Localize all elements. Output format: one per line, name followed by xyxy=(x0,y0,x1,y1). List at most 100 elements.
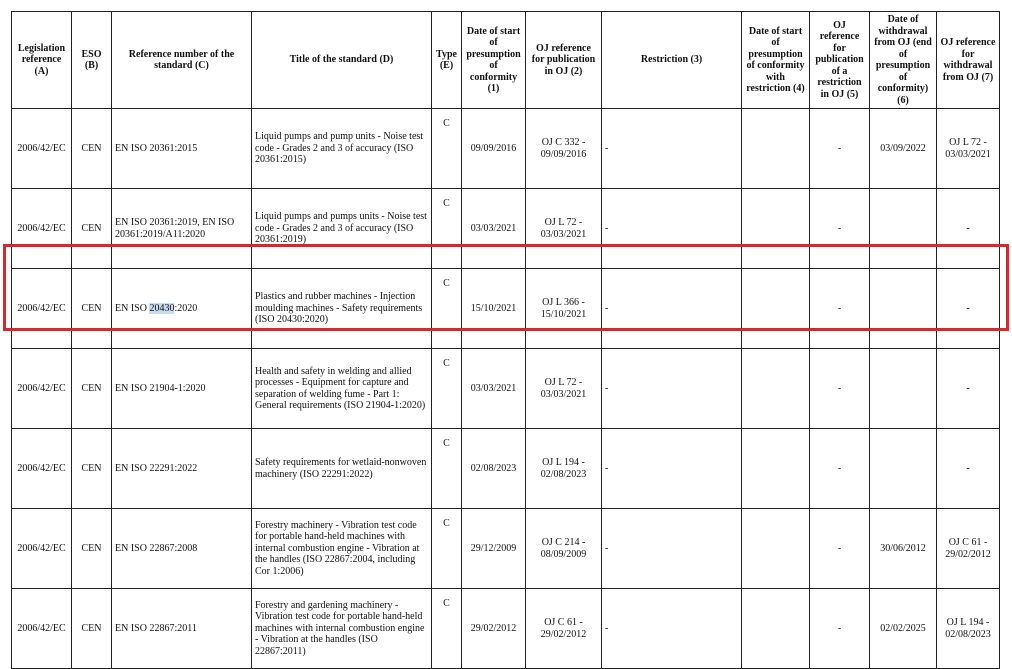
cell-eso: CEN xyxy=(71,428,112,509)
cell-date: 03/03/2021 xyxy=(461,348,526,429)
cell-restr: - xyxy=(601,268,742,349)
column-header: Reference number of the standard (C) xyxy=(111,11,252,109)
column-header: Title of the standard (D) xyxy=(251,11,432,109)
cell-ref: EN ISO 22867:2011 xyxy=(111,588,252,669)
column-header: OJ reference for withdrawal from OJ (7) xyxy=(936,11,1000,109)
cell-eso: CEN xyxy=(71,188,112,269)
cell-oj5: - xyxy=(809,428,870,509)
cell-restr: - xyxy=(601,428,742,509)
cell-leg: 2006/42/EC xyxy=(11,588,72,669)
cell-date: 03/03/2021 xyxy=(461,188,526,269)
column-header: Date of start of presumption of conformi… xyxy=(741,11,810,109)
cell-eso: CEN xyxy=(71,588,112,669)
cell-title: Safety requirements for wetlaid-nonwoven… xyxy=(251,428,432,509)
cell-oj: OJ L 366 - 15/10/2021 xyxy=(525,268,602,349)
cell-type: C xyxy=(431,588,462,669)
column-header: Restriction (3) xyxy=(601,11,742,109)
cell-date: 15/10/2021 xyxy=(461,268,526,349)
cell-ref: EN ISO 22291:2022 xyxy=(111,428,252,509)
cell-oj5: - xyxy=(809,348,870,429)
cell-leg: 2006/42/EC xyxy=(11,348,72,429)
cell-type: C xyxy=(431,348,462,429)
cell-d4 xyxy=(741,108,810,189)
harmonised-standards-table: Legislation reference (A) ESO (B) Referenc… xyxy=(11,11,1000,669)
highlighted-text: 20430 xyxy=(149,302,175,314)
cell-oj5: - xyxy=(809,268,870,349)
cell-oj7: OJ L 72 - 03/03/2021 xyxy=(936,108,1000,189)
cell-leg: 2006/42/EC xyxy=(11,108,72,189)
column-header: Legislation reference (A) xyxy=(11,11,72,109)
cell-oj: OJ C 214 - 08/09/2009 xyxy=(525,508,602,589)
cell-d4 xyxy=(741,268,810,349)
cell-ref: EN ISO 20361:2019, EN ISO 20361:2019/A11… xyxy=(111,188,252,269)
column-header: OJ reference for publication of a restri… xyxy=(809,11,870,109)
ref-text: :2020 xyxy=(174,302,198,314)
cell-oj: OJ L 194 - 02/08/2023 xyxy=(525,428,602,509)
cell-type: C xyxy=(431,508,462,589)
cell-oj: OJ C 332 - 09/09/2016 xyxy=(525,108,602,189)
cell-type: C xyxy=(431,108,462,189)
cell-oj7: - xyxy=(936,428,1000,509)
cell-d4 xyxy=(741,588,810,669)
cell-d6: 30/06/2012 xyxy=(869,508,937,589)
header-row: Legislation reference (A) ESO (B) Referenc… xyxy=(11,11,1000,109)
cell-type: C xyxy=(431,428,462,509)
cell-date: 02/08/2023 xyxy=(461,428,526,509)
cell-date: 29/12/2009 xyxy=(461,508,526,589)
cell-oj5: - xyxy=(809,108,870,189)
cell-title: Forestry and gardening machinery - Vibra… xyxy=(251,588,432,669)
cell-ref: EN ISO 22867:2008 xyxy=(111,508,252,589)
cell-restr: - xyxy=(601,588,742,669)
cell-oj5: - xyxy=(809,588,870,669)
cell-ref: EN ISO 20430:2020 xyxy=(111,268,252,349)
table-row: 2006/42/EC CEN EN ISO 20430:2020 Plastics a… xyxy=(11,268,1000,349)
table-row: 2006/42/EC CEN EN ISO 22291:2022 Safety req… xyxy=(11,428,1000,509)
cell-oj7: - xyxy=(936,348,1000,429)
cell-d4 xyxy=(741,188,810,269)
table-row: 2006/42/EC CEN EN ISO 20361:2019, EN ISO 2… xyxy=(11,188,1000,269)
cell-leg: 2006/42/EC xyxy=(11,508,72,589)
column-header: OJ reference for publication in OJ (2) xyxy=(525,11,602,109)
cell-d6 xyxy=(869,428,937,509)
cell-oj7: - xyxy=(936,268,1000,349)
column-header: ESO (B) xyxy=(71,11,112,109)
cell-eso: CEN xyxy=(71,348,112,429)
cell-title: Forestry machinery - Vibration test code… xyxy=(251,508,432,589)
table-row: 2006/42/EC CEN EN ISO 22867:2011 Forestry a… xyxy=(11,588,1000,669)
cell-type: C xyxy=(431,268,462,349)
ref-text: EN ISO xyxy=(115,302,150,314)
cell-d4 xyxy=(741,508,810,589)
cell-title: Liquid pumps and pump units - Noise test… xyxy=(251,108,432,189)
cell-ref: EN ISO 21904-1:2020 xyxy=(111,348,252,429)
cell-d6 xyxy=(869,188,937,269)
cell-oj5: - xyxy=(809,188,870,269)
cell-title: Health and safety in welding and allied … xyxy=(251,348,432,429)
cell-title: Liquid pumps and pumps units - Noise tes… xyxy=(251,188,432,269)
cell-oj7: - xyxy=(936,188,1000,269)
cell-eso: CEN xyxy=(71,268,112,349)
cell-leg: 2006/42/EC xyxy=(11,188,72,269)
cell-type: C xyxy=(431,188,462,269)
cell-oj7: OJ L 194 - 02/08/2023 xyxy=(936,588,1000,669)
table-row: 2006/42/EC CEN EN ISO 20361:2015 Liquid pum… xyxy=(11,108,1000,189)
column-header: Date of start of presumption of conformi… xyxy=(461,11,526,109)
table-row: 2006/42/EC CEN EN ISO 21904-1:2020 Health a… xyxy=(11,348,1000,429)
cell-title: Plastics and rubber machines - Injection… xyxy=(251,268,432,349)
cell-d4 xyxy=(741,428,810,509)
cell-date: 09/09/2016 xyxy=(461,108,526,189)
column-header: Date of withdrawal from OJ (end of presu… xyxy=(869,11,937,109)
cell-d6: 02/02/2025 xyxy=(869,588,937,669)
cell-oj: OJ C 61 - 29/02/2012 xyxy=(525,588,602,669)
cell-d6 xyxy=(869,348,937,429)
cell-restr: - xyxy=(601,508,742,589)
cell-d4 xyxy=(741,348,810,429)
column-header: Type (E) xyxy=(431,11,462,109)
cell-eso: CEN xyxy=(71,108,112,189)
cell-leg: 2006/42/EC xyxy=(11,268,72,349)
cell-restr: - xyxy=(601,348,742,429)
cell-oj5: - xyxy=(809,508,870,589)
cell-d6: 03/09/2022 xyxy=(869,108,937,189)
cell-restr: - xyxy=(601,108,742,189)
cell-eso: CEN xyxy=(71,508,112,589)
cell-oj7: OJ C 61 - 29/02/2012 xyxy=(936,508,1000,589)
